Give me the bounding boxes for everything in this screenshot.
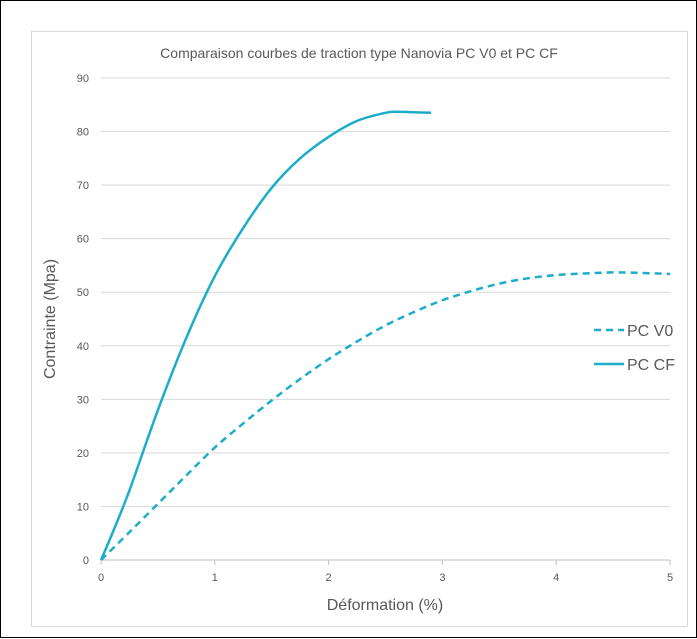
x-axis-label: Déformation (%) — [327, 597, 443, 614]
x-tick-label: 0 — [98, 572, 104, 584]
legend-label: PC CF — [627, 357, 675, 374]
chart-title: Comparaison courbes de traction type Nan… — [160, 45, 558, 61]
y-tick-labels: 0 10 20 30 40 50 60 70 80 90 — [77, 73, 89, 567]
legend-label: PC V0 — [627, 323, 673, 340]
y-tick-label: 30 — [77, 394, 89, 406]
gridlines — [101, 77, 670, 507]
y-tick-label: 60 — [77, 234, 89, 246]
y-tick-label: 50 — [77, 287, 89, 299]
y-tick-label: 40 — [77, 341, 89, 353]
x-tick-label: 2 — [326, 572, 332, 584]
x-tick-labels: 0 1 2 3 4 5 — [98, 560, 673, 584]
series-group — [99, 110, 671, 561]
x-tick-label: 3 — [439, 572, 445, 584]
legend: PC V0 PC CF — [594, 323, 675, 374]
y-tick-label: 20 — [77, 448, 89, 460]
x-tick-label: 1 — [212, 572, 218, 584]
y-axis-label: Contrainte (Mpa) — [42, 259, 59, 379]
y-tick-label: 80 — [77, 127, 89, 139]
series-line-pc-v0 — [100, 271, 671, 561]
chart-area — [31, 31, 688, 627]
y-tick-label: 10 — [77, 501, 89, 513]
x-tick-label: 5 — [667, 572, 673, 584]
x-tick-label: 4 — [553, 572, 559, 584]
series-line-pc-cf — [99, 110, 432, 561]
y-tick-label: 0 — [83, 555, 89, 567]
y-tick-label: 70 — [77, 180, 89, 192]
y-tick-label: 90 — [77, 73, 89, 85]
